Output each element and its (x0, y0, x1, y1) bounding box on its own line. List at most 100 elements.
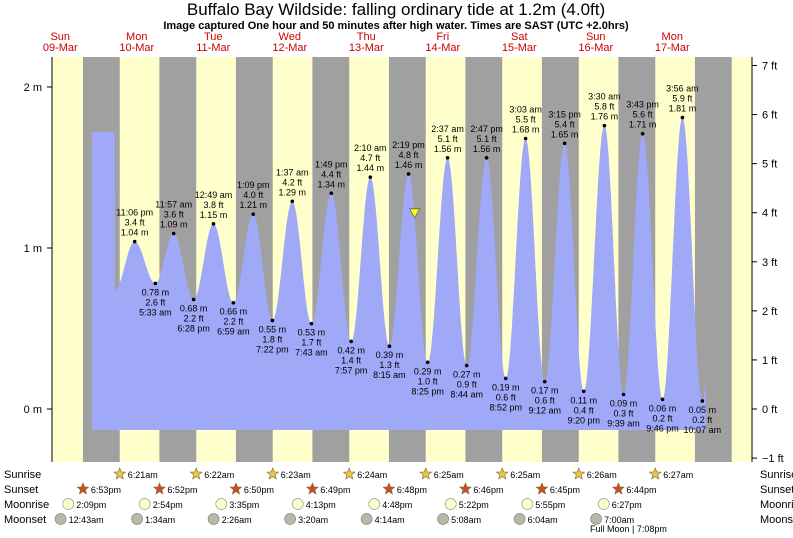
tide-height-m: 0.78 m (142, 287, 170, 297)
tide-height-m: 0.39 m (376, 350, 404, 360)
tide-time: 2:10 am (354, 143, 387, 153)
tide-height-ft: 4.8 ft (399, 150, 420, 160)
tide-height-m: 0.09 m (610, 399, 638, 409)
moonset-time: 1:34am (145, 515, 175, 525)
moonrise-time: 5:55pm (535, 500, 565, 510)
tide-height-ft: 5.6 ft (633, 110, 654, 120)
tide-height-ft: 0.2 ft (692, 415, 713, 425)
sunrise-time: 6:23am (281, 470, 311, 480)
tide-height-m: 0.17 m (531, 386, 559, 396)
tide-height-m: 1.65 m (551, 129, 579, 139)
sunrise-time: 6:22am (204, 470, 234, 480)
tide-time: 1:37 am (276, 167, 309, 177)
tide-height-m: 1.56 m (434, 144, 462, 154)
tide-point (581, 389, 586, 394)
day-date: 16-Mar (578, 42, 613, 54)
day-date: 11-Mar (196, 42, 230, 54)
sunrise-time: 6:21am (128, 470, 158, 480)
tide-height-m: 1.44 m (357, 163, 385, 173)
y-tick-label-ft: 5 ft (762, 159, 777, 171)
tide-height-m: 0.68 m (180, 304, 208, 314)
tide-height-ft: 0.3 ft (614, 409, 635, 419)
tide-point (621, 392, 626, 397)
sunrise-icon (495, 467, 509, 480)
row-label-left: Sunrise (4, 469, 41, 481)
sunset-time: 6:49pm (320, 485, 350, 495)
tide-height-m: 0.19 m (492, 382, 520, 392)
day-date: 14-Mar (425, 42, 460, 54)
day-name: Sun (50, 31, 70, 43)
tide-point (329, 191, 334, 196)
tide-point (290, 199, 295, 204)
moonrise-icon (291, 498, 304, 510)
tide-height-ft: 5.1 ft (477, 134, 498, 144)
tide-time: 12:49 am (195, 190, 233, 200)
row-label-right: Sunrise (760, 469, 793, 481)
tide-point (211, 222, 216, 226)
sunset-icon (458, 482, 472, 495)
tide-point (562, 141, 567, 146)
tide-point (251, 212, 256, 216)
astro-rows: Sunrise Sunrise Sunset Sunset Moonrise Moonri… (4, 467, 793, 534)
tide-time: 3:03 am (509, 105, 542, 115)
tide-time: 5:33 am (139, 307, 172, 317)
moonrise-time: 2:54pm (153, 500, 183, 510)
tide-height-ft: 5.5 ft (516, 115, 537, 125)
moonset-icon (590, 513, 602, 525)
tide-point (464, 363, 469, 368)
moonrise-icon (521, 498, 534, 510)
sunset-icon (382, 482, 396, 495)
tide-height-m: 1.15 m (200, 210, 228, 220)
y-tick-label-ft: 3 ft (762, 257, 777, 269)
tide-height-ft: 4.7 ft (360, 153, 381, 163)
tide-point (680, 115, 685, 120)
sunrise-icon (266, 467, 280, 480)
tide-height-m: 0.29 m (414, 366, 442, 376)
y-tick-label-ft: 0 ft (762, 404, 777, 416)
tide-time: 2:19 pm (392, 140, 425, 150)
moonset-icon (207, 513, 220, 525)
moonset-time: 4:14am (375, 515, 405, 525)
tide-point (368, 175, 373, 179)
tide-height-ft: 3.4 ft (125, 218, 146, 228)
tide-height-m: 1.21 m (240, 200, 268, 210)
chart-title: Buffalo Bay Wildside: falling ordinary t… (187, 0, 605, 19)
moonset-time: 3:20am (298, 515, 328, 525)
tide-height-m: 1.29 m (279, 187, 307, 197)
tide-time: 8:52 pm (489, 402, 522, 412)
y-tick-label-m: 2 m (24, 82, 42, 94)
y-tick-label-ft: 2 ft (762, 306, 777, 318)
sunrise-time: 6:27am (663, 470, 693, 480)
sunset-time: 6:44pm (626, 485, 656, 495)
sunrise-icon (189, 467, 203, 480)
moonset-time: 6:04am (528, 515, 558, 525)
row-label-right: Moonrise (760, 499, 793, 511)
day-name: Tue (204, 31, 223, 43)
moonset-icon (131, 513, 143, 525)
day-name: Fri (436, 31, 449, 43)
tide-height-m: 0.06 m (649, 403, 677, 413)
tide-height-m: 1.09 m (160, 220, 188, 230)
tide-time: 8:25 pm (411, 386, 444, 396)
tide-time: 9:12 am (528, 406, 561, 416)
tide-point (231, 300, 236, 305)
tide-time: 3:56 am (666, 84, 699, 94)
moonset-icon (54, 513, 67, 525)
day-name: Mon (126, 31, 147, 43)
sunrise-time: 6:24am (357, 470, 387, 480)
tide-time: 1:09 pm (237, 180, 270, 190)
tide-time: 6:28 pm (177, 324, 210, 334)
tide-time: 1:49 pm (315, 159, 348, 169)
tide-height-m: 0.11 m (570, 395, 597, 405)
sunset-time: 6:46pm (473, 485, 503, 495)
moonrise-time: 3:35pm (229, 500, 259, 510)
tide-height-m: 1.81 m (669, 104, 697, 114)
tide-time: 10:07 am (684, 425, 722, 435)
tide-height-m: 1.68 m (512, 125, 540, 135)
y-tick-label-m: 0 m (24, 404, 42, 416)
sunrise-icon (572, 467, 586, 480)
tide-time: 11:06 pm (116, 208, 153, 218)
tide-height-m: 0.55 m (259, 324, 287, 334)
tide-height-m: 1.46 m (395, 160, 423, 170)
